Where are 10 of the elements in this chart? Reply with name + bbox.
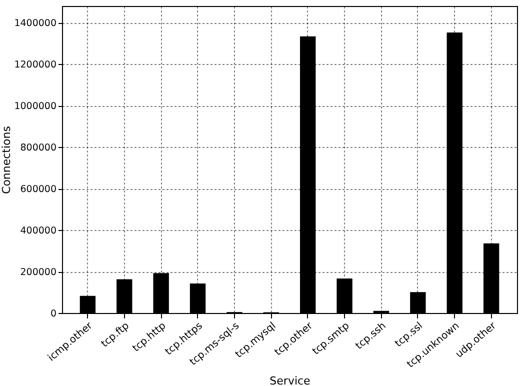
- y-tick-label: 600000: [20, 184, 56, 196]
- y-tick-label: 800000: [20, 142, 56, 154]
- y-tick-label: 1000000: [14, 101, 56, 112]
- y-axis-title: Connections: [0, 126, 14, 194]
- y-tick-label: 200000: [20, 267, 56, 278]
- y-tick-label: 0: [50, 308, 56, 320]
- x-axis-title: Service: [270, 374, 311, 386]
- y-tick-label: 1200000: [14, 60, 56, 71]
- y-tick-label: 400000: [20, 226, 56, 237]
- y-tick-label: 1400000: [14, 18, 56, 30]
